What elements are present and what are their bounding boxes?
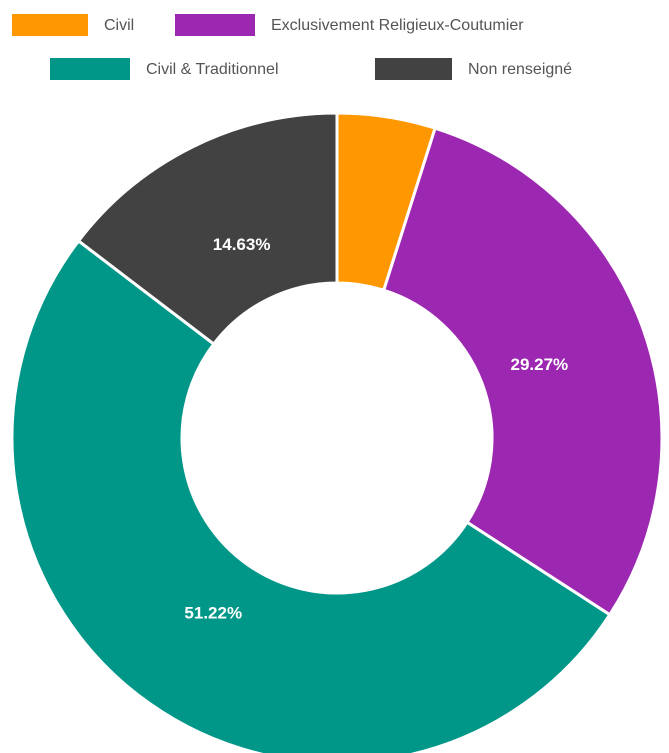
donut-slice: [76, 111, 339, 347]
legend-label: Non renseigné: [468, 61, 572, 78]
legend-label: Civil & Traditionnel: [146, 61, 279, 78]
slice-label: 29.27%: [511, 355, 569, 374]
legend-swatch: [375, 58, 452, 80]
slice-label: 51.22%: [184, 603, 242, 622]
donut-slice: [10, 238, 612, 753]
legend-swatch: [175, 14, 255, 36]
legend-label: Exclusivement Religieux-Coutumier: [271, 17, 524, 34]
donut-slice: [381, 126, 664, 617]
legend-label: Civil: [104, 17, 134, 34]
slice-label: 14.63%: [213, 235, 271, 254]
legend-swatch: [12, 14, 88, 36]
legend-swatch: [50, 58, 130, 80]
